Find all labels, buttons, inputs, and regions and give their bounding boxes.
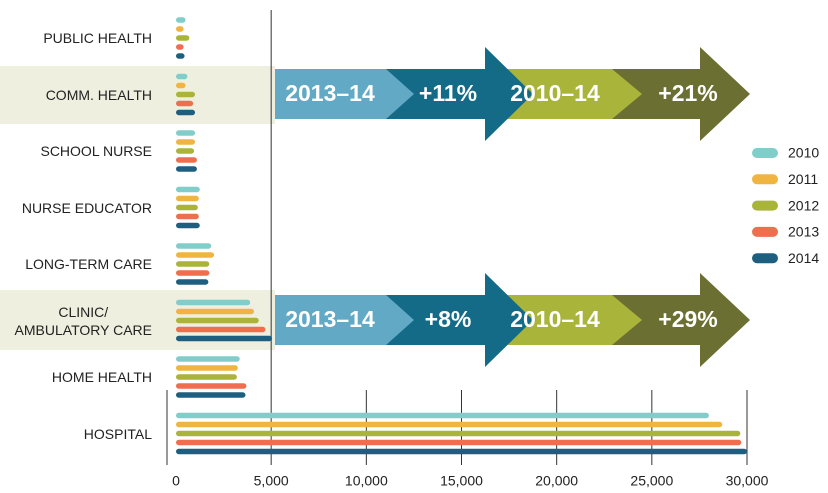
bar — [176, 270, 210, 276]
bar — [176, 109, 196, 116]
bar — [176, 186, 200, 193]
annotation: 2013–14 +11% 2010–14 +21% — [275, 47, 750, 141]
bar — [176, 26, 184, 32]
arrow — [275, 69, 414, 119]
annotation-label: +8% — [425, 306, 472, 332]
legend-swatch — [752, 200, 778, 211]
legend-label: 2011 — [788, 171, 818, 187]
category-label: SCHOOL NURSE — [40, 143, 152, 159]
bar — [176, 365, 238, 371]
x-tick-label: 25,000 — [630, 473, 673, 489]
x-tick-label: 10,000 — [345, 473, 388, 489]
legend-swatch — [752, 148, 778, 158]
bar — [176, 204, 198, 211]
bar — [176, 91, 196, 98]
bar — [176, 383, 247, 389]
legend-swatch — [752, 226, 778, 237]
legend-swatch — [752, 253, 778, 264]
legend-label: 2010 — [788, 145, 819, 161]
x-tick-label: 15,000 — [440, 473, 483, 489]
bar — [176, 35, 190, 41]
x-tick-label: 0 — [172, 473, 180, 489]
bar — [176, 100, 194, 107]
bar — [176, 261, 210, 267]
bar — [176, 430, 741, 437]
category-label: PUBLIC HEALTH — [43, 30, 152, 46]
bar — [176, 356, 240, 362]
annotation-label: +29% — [658, 306, 717, 332]
arrow — [485, 69, 642, 119]
highlight-band — [0, 66, 275, 124]
bar — [176, 82, 186, 89]
annotation: 2013–14 +8% 2010–14 +29% — [275, 273, 750, 367]
bar — [176, 44, 184, 50]
category-label: NURSE EDUCATOR — [21, 199, 152, 216]
bar — [176, 448, 747, 455]
category-label: HOSPITAL — [83, 425, 152, 442]
annotation-label: 2013–14 — [285, 306, 375, 332]
x-tick-label: 30,000 — [726, 473, 769, 489]
bar — [176, 412, 709, 419]
bar — [176, 392, 246, 398]
bar — [176, 53, 185, 59]
bar — [176, 213, 199, 220]
bar — [176, 222, 200, 229]
annotation-label: +11% — [419, 80, 477, 106]
bar — [176, 139, 196, 145]
x-tick-label: 20,000 — [535, 473, 578, 489]
bar — [176, 130, 196, 136]
bar — [176, 335, 273, 342]
bar — [176, 299, 251, 306]
bar — [176, 243, 212, 249]
annotation-label: 2010–14 — [510, 80, 600, 106]
legend-label: 2012 — [788, 197, 819, 213]
legend-label: 2014 — [788, 250, 819, 266]
bar — [176, 17, 186, 23]
bar — [176, 374, 237, 380]
bar — [176, 439, 742, 446]
bar — [176, 279, 209, 285]
legend-swatch — [752, 174, 778, 185]
bar — [176, 157, 197, 163]
bar — [176, 73, 188, 80]
bar — [176, 308, 255, 315]
legend-label: 2013 — [788, 224, 819, 240]
bar — [176, 252, 215, 258]
annotation-label: +21% — [658, 80, 717, 106]
category-label: LONG-TERM CARE — [25, 256, 152, 272]
category-label: HOME HEALTH — [51, 369, 152, 385]
bar — [176, 195, 199, 202]
annotation-label: 2013–14 — [285, 80, 375, 106]
category-label: COMM. HEALTH — [45, 86, 152, 103]
bar — [176, 148, 195, 154]
arrow — [275, 295, 414, 345]
bar — [176, 317, 259, 324]
annotation-label: 2010–14 — [510, 306, 600, 332]
bar — [176, 421, 723, 428]
bar — [176, 166, 197, 172]
x-tick-label: 5,000 — [254, 473, 289, 489]
bar — [176, 326, 266, 333]
arrow — [485, 295, 642, 345]
category-label: CLINIC/ AMBULATORY CARE — [14, 303, 152, 338]
